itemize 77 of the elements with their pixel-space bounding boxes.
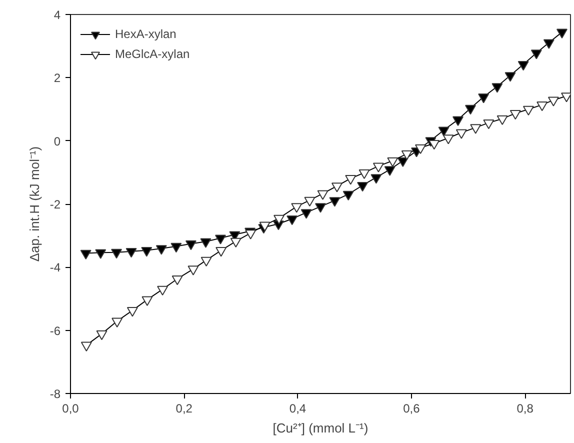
point	[370, 174, 382, 184]
point	[170, 242, 182, 253]
point	[345, 175, 356, 185]
point	[530, 50, 542, 60]
point	[358, 169, 370, 180]
point	[556, 28, 568, 38]
point	[331, 182, 342, 192]
point	[95, 249, 106, 259]
point	[172, 275, 183, 286]
point	[156, 245, 167, 255]
point	[465, 104, 476, 115]
point	[200, 238, 212, 248]
point	[157, 286, 168, 296]
y-tick-label: -2	[50, 198, 61, 212]
y-axis-title: Δap. int.H (kJ mol⁻¹)	[26, 146, 42, 262]
x-tick-label: 0,2	[176, 402, 193, 416]
legend-label: HexA-xylan	[115, 27, 176, 41]
point	[504, 72, 516, 82]
point	[259, 222, 270, 232]
x-tick-label: 0,8	[516, 402, 534, 416]
point	[372, 162, 384, 172]
point	[384, 166, 396, 176]
point	[442, 134, 454, 144]
point	[510, 110, 521, 120]
y-tick-label: -8	[50, 387, 61, 401]
x-tick-label: 0,6	[403, 402, 420, 416]
point	[291, 203, 302, 213]
point	[126, 307, 138, 317]
point	[438, 126, 450, 136]
point	[543, 39, 554, 49]
point	[141, 247, 152, 257]
point	[200, 256, 212, 266]
point	[215, 234, 226, 244]
point	[492, 83, 503, 93]
point	[230, 238, 242, 248]
point	[496, 115, 508, 125]
point	[483, 119, 494, 130]
point	[300, 209, 312, 219]
point	[548, 96, 559, 106]
point	[456, 129, 467, 139]
point	[478, 94, 490, 104]
point	[329, 197, 340, 207]
point	[415, 144, 426, 154]
point	[357, 182, 368, 192]
point	[80, 250, 92, 260]
x-tick-label: 0,4	[289, 402, 306, 416]
point	[80, 342, 92, 352]
y-tick-label: 2	[54, 71, 61, 86]
point	[522, 106, 534, 116]
y-tick-label: 0	[54, 134, 61, 148]
point	[142, 296, 153, 306]
point	[304, 196, 316, 206]
point	[126, 248, 137, 258]
x-tick-label: 0,0	[62, 402, 80, 416]
y-tick-label: -6	[50, 324, 61, 338]
point	[470, 124, 482, 134]
point	[315, 203, 326, 213]
point	[518, 61, 529, 71]
point	[111, 248, 122, 259]
point	[96, 330, 108, 340]
point	[452, 116, 464, 126]
point	[428, 140, 440, 150]
point	[286, 215, 298, 226]
legend-label: MeGlcA-xylan	[115, 47, 190, 61]
point	[216, 247, 227, 257]
point	[536, 101, 548, 112]
point	[317, 190, 328, 200]
point	[188, 266, 199, 276]
point	[387, 157, 398, 168]
point	[112, 318, 123, 328]
y-tick-label: -4	[50, 260, 61, 275]
x-axis-title: [Cu²⁺] (mmol L⁻¹)	[272, 420, 368, 436]
point	[342, 190, 354, 200]
point	[401, 150, 412, 160]
y-tick-label: 4	[54, 8, 61, 22]
point	[185, 240, 196, 250]
point	[274, 214, 285, 224]
